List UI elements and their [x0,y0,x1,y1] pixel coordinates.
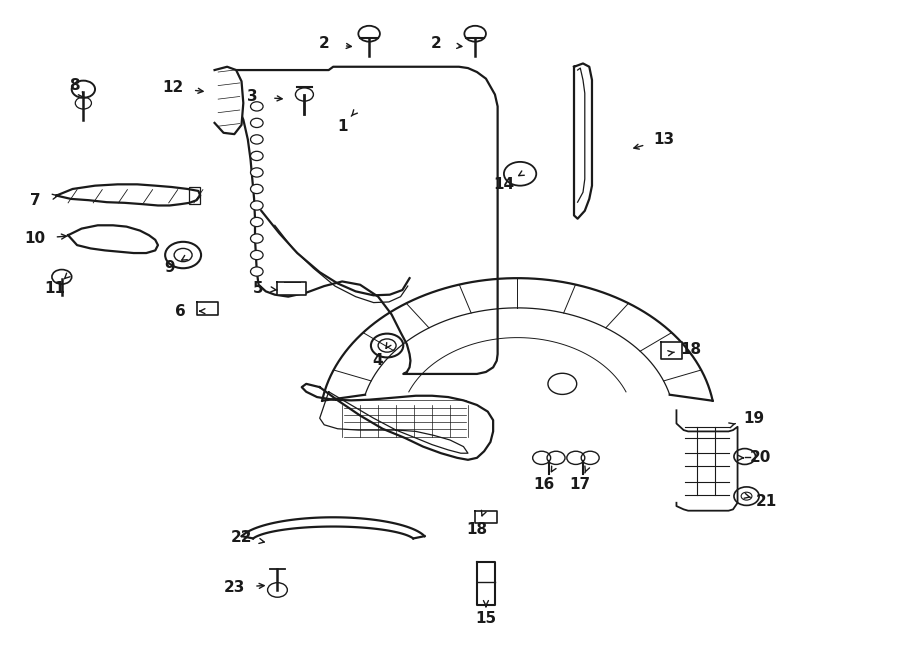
Text: 7: 7 [30,193,40,208]
Text: 20: 20 [750,450,770,465]
Text: 15: 15 [475,611,497,626]
Text: 4: 4 [373,354,383,368]
Polygon shape [277,282,306,295]
Polygon shape [477,562,495,605]
Polygon shape [475,510,497,522]
Text: 18: 18 [466,522,488,537]
Polygon shape [677,410,738,510]
Circle shape [250,201,263,210]
Text: 10: 10 [24,231,45,246]
Text: 1: 1 [337,118,347,134]
Text: 23: 23 [223,580,245,595]
Polygon shape [230,67,498,374]
Text: 14: 14 [493,177,515,192]
Circle shape [250,184,263,193]
Circle shape [250,234,263,243]
Polygon shape [214,67,243,134]
Polygon shape [242,517,425,538]
Polygon shape [302,384,493,460]
Polygon shape [662,342,682,359]
Circle shape [250,267,263,276]
Polygon shape [57,184,200,205]
Polygon shape [196,302,218,315]
Text: 3: 3 [247,89,257,104]
Text: 13: 13 [653,132,674,147]
Text: 19: 19 [743,410,764,426]
Polygon shape [574,64,592,218]
Circle shape [250,102,263,111]
Text: 8: 8 [69,77,80,93]
Text: 18: 18 [680,342,701,357]
Circle shape [250,152,263,161]
Text: 17: 17 [570,477,591,492]
Polygon shape [322,278,713,401]
Text: 9: 9 [165,260,175,275]
Text: 2: 2 [431,36,442,51]
Circle shape [250,250,263,260]
Circle shape [250,168,263,177]
Circle shape [250,217,263,226]
Text: 11: 11 [44,281,65,295]
Text: 12: 12 [163,80,184,95]
Text: 16: 16 [534,477,555,492]
Text: 6: 6 [175,304,185,318]
Polygon shape [68,225,158,253]
Text: 22: 22 [230,530,252,545]
Text: 2: 2 [319,36,329,51]
Text: 21: 21 [756,494,777,509]
Circle shape [250,118,263,128]
Text: 5: 5 [252,281,263,295]
Circle shape [250,135,263,144]
